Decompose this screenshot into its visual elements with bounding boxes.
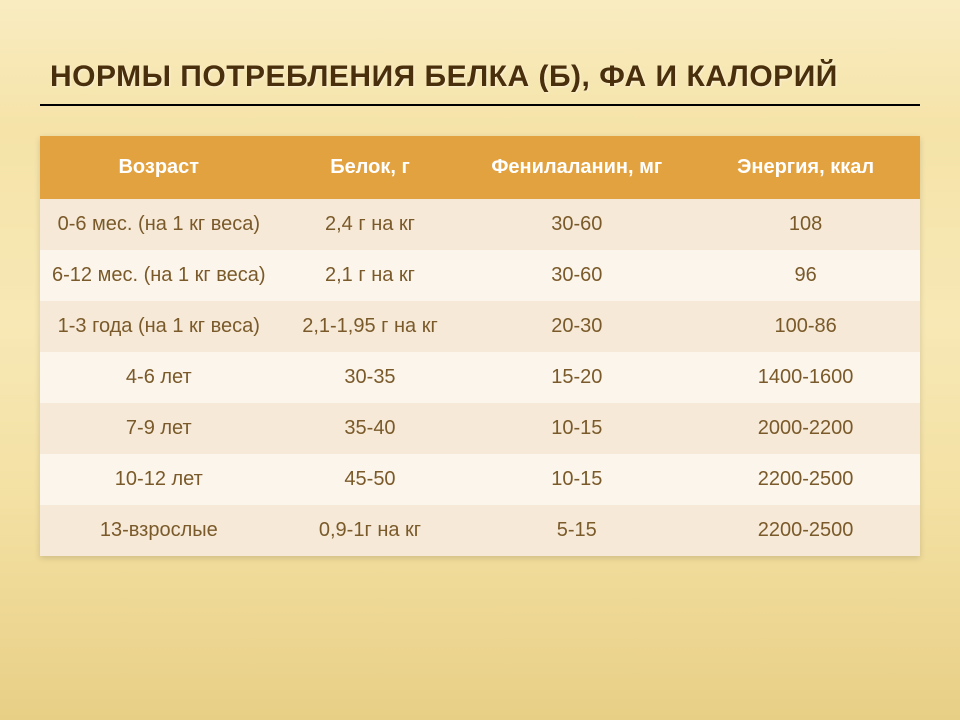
col-header-age: Возраст xyxy=(40,136,278,199)
table-row: 7-9 лет 35-40 10-15 2000-2200 xyxy=(40,403,920,454)
cell-age: 4-6 лет xyxy=(40,352,278,403)
cell-phe: 5-15 xyxy=(462,505,691,556)
cell-energy: 100-86 xyxy=(691,301,920,352)
cell-age: 0-6 мес. (на 1 кг веса) xyxy=(40,199,278,250)
table-row: 13-взрослые 0,9-1г на кг 5-15 2200-2500 xyxy=(40,505,920,556)
cell-energy: 96 xyxy=(691,250,920,301)
cell-phe: 30-60 xyxy=(462,250,691,301)
cell-energy: 1400-1600 xyxy=(691,352,920,403)
table-row: 1-3 года (на 1 кг веса) 2,1-1,95 г на кг… xyxy=(40,301,920,352)
cell-protein: 2,1 г на кг xyxy=(278,250,463,301)
cell-age: 13-взрослые xyxy=(40,505,278,556)
slide: НОРМЫ ПОТРЕБЛЕНИЯ БЕЛКА (Б), ФА И КАЛОРИ… xyxy=(0,0,960,720)
col-header-energy: Энергия, ккал xyxy=(691,136,920,199)
table-header-row: Возраст Белок, г Фенилаланин, мг Энергия… xyxy=(40,136,920,199)
cell-energy: 2200-2500 xyxy=(691,454,920,505)
col-header-protein: Белок, г xyxy=(278,136,463,199)
table-row: 10-12 лет 45-50 10-15 2200-2500 xyxy=(40,454,920,505)
table-row: 6-12 мес. (на 1 кг веса) 2,1 г на кг 30-… xyxy=(40,250,920,301)
slide-title: НОРМЫ ПОТРЕБЛЕНИЯ БЕЛКА (Б), ФА И КАЛОРИ… xyxy=(40,0,920,106)
cell-energy: 2000-2200 xyxy=(691,403,920,454)
cell-phe: 30-60 xyxy=(462,199,691,250)
cell-energy: 108 xyxy=(691,199,920,250)
cell-protein: 45-50 xyxy=(278,454,463,505)
norms-table: Возраст Белок, г Фенилаланин, мг Энергия… xyxy=(40,136,920,556)
cell-age: 6-12 мес. (на 1 кг веса) xyxy=(40,250,278,301)
col-header-phe: Фенилаланин, мг xyxy=(462,136,691,199)
cell-protein: 2,1-1,95 г на кг xyxy=(278,301,463,352)
cell-age: 1-3 года (на 1 кг веса) xyxy=(40,301,278,352)
cell-phe: 20-30 xyxy=(462,301,691,352)
cell-phe: 10-15 xyxy=(462,403,691,454)
cell-protein: 0,9-1г на кг xyxy=(278,505,463,556)
cell-phe: 10-15 xyxy=(462,454,691,505)
cell-protein: 30-35 xyxy=(278,352,463,403)
table-row: 0-6 мес. (на 1 кг веса) 2,4 г на кг 30-6… xyxy=(40,199,920,250)
table-row: 4-6 лет 30-35 15-20 1400-1600 xyxy=(40,352,920,403)
cell-age: 10-12 лет xyxy=(40,454,278,505)
cell-protein: 35-40 xyxy=(278,403,463,454)
cell-energy: 2200-2500 xyxy=(691,505,920,556)
cell-phe: 15-20 xyxy=(462,352,691,403)
cell-protein: 2,4 г на кг xyxy=(278,199,463,250)
cell-age: 7-9 лет xyxy=(40,403,278,454)
